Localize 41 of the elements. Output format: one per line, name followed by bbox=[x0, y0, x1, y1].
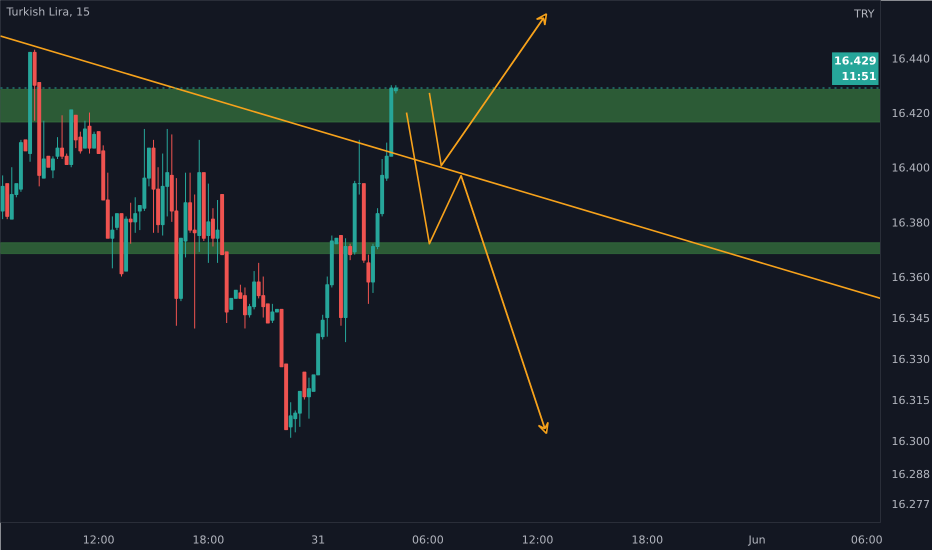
y-tick-label: 16.315 bbox=[892, 394, 930, 408]
y-tick-label: 16.288 bbox=[892, 468, 930, 481]
candlestick bbox=[82, 120, 87, 149]
x-tick-label: Jun bbox=[747, 534, 766, 546]
candlestick bbox=[133, 196, 138, 234]
x-tick-label: 12:00 bbox=[522, 534, 554, 546]
candlestick bbox=[206, 183, 210, 264]
y-tick-label: 16.277 bbox=[892, 498, 930, 511]
candlestick bbox=[366, 254, 370, 304]
x-tick-label: 31 bbox=[311, 534, 326, 546]
y-tick-label: 16.330 bbox=[892, 353, 930, 366]
candlestick bbox=[128, 202, 133, 244]
candlestick bbox=[50, 156, 55, 179]
candlestick bbox=[110, 216, 114, 269]
candlestick bbox=[298, 390, 302, 428]
candlestick bbox=[288, 402, 293, 438]
candlestick bbox=[88, 112, 92, 154]
candlestick bbox=[92, 131, 96, 149]
y-tick-label: 16.345 bbox=[892, 312, 930, 326]
y-tick-label: 16.360 bbox=[892, 271, 930, 284]
y-tick-label: 16.380 bbox=[892, 216, 930, 230]
candlestick bbox=[42, 120, 46, 179]
x-tick-label: 18:00 bbox=[631, 534, 664, 546]
x-tick-label: 18:00 bbox=[192, 534, 224, 546]
y-tick-label: 16.440 bbox=[892, 52, 930, 66]
y-axis-title: TRY bbox=[853, 8, 875, 20]
x-tick-label: 06:00 bbox=[412, 534, 444, 546]
y-tick-label: 16.420 bbox=[892, 107, 930, 120]
text: Turkish Lira, 15 bbox=[6, 6, 90, 18]
x-tick-label: 12:00 bbox=[82, 534, 115, 546]
y-tick-label: 16.400 bbox=[892, 162, 930, 175]
candlestick bbox=[216, 200, 220, 264]
y-tick-label: 16.300 bbox=[892, 435, 930, 448]
ref-line-label: 16.429 11:51 bbox=[834, 54, 877, 83]
candlestick bbox=[24, 139, 28, 152]
candlestick bbox=[348, 243, 352, 261]
x-tick-label: 06:00 bbox=[850, 534, 883, 546]
candlestick bbox=[56, 136, 60, 160]
candlestick bbox=[114, 213, 119, 231]
candlestick bbox=[210, 208, 215, 247]
candlestick bbox=[46, 156, 50, 168]
